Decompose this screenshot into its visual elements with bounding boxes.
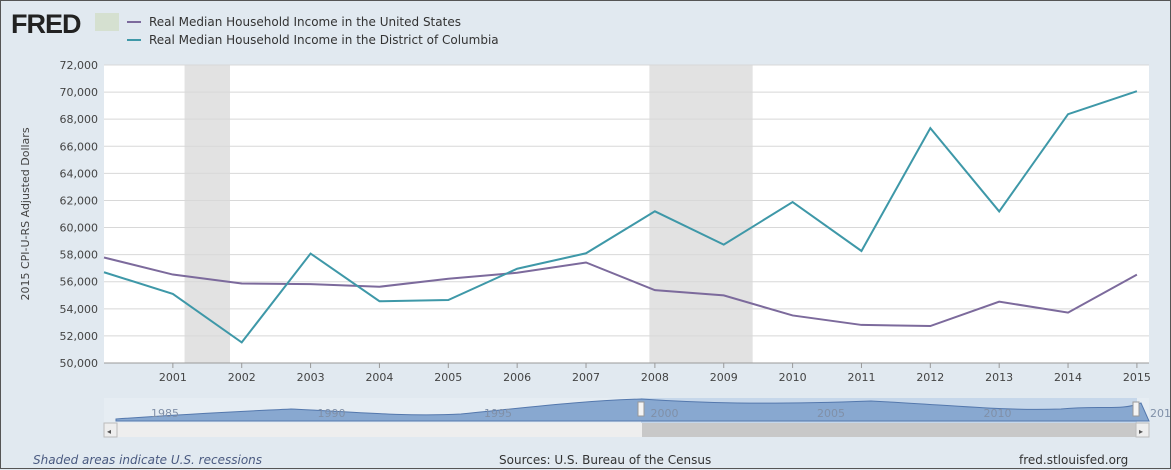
navigator-label: 1990 — [318, 407, 346, 420]
x-tick-label: 2011 — [847, 371, 875, 384]
navigator-label: 1985 — [151, 407, 179, 420]
arrow-right-icon: ▸ — [1139, 427, 1143, 436]
x-tick-label: 2014 — [1054, 371, 1082, 384]
y-tick-label: 60,000 — [60, 222, 99, 235]
x-tick-label: 2008 — [641, 371, 669, 384]
x-tick-label: 2001 — [159, 371, 187, 384]
y-tick-label: 50,000 — [60, 357, 99, 370]
y-tick-label: 72,000 — [60, 59, 99, 72]
x-tick-label: 2004 — [365, 371, 393, 384]
navigator-handle-right[interactable] — [1133, 402, 1139, 416]
y-tick-label: 52,000 — [60, 330, 99, 343]
y-tick-label: 68,000 — [60, 113, 99, 126]
sources: Sources: U.S. Bureau of the Census — [499, 453, 711, 467]
recession-band — [649, 65, 752, 363]
x-tick-label: 2009 — [710, 371, 738, 384]
x-tick-label: 2005 — [434, 371, 462, 384]
y-axis-label: 2015 CPI-U-RS Adjusted Dollars — [19, 127, 32, 300]
navigator-label: 1995 — [484, 407, 512, 420]
y-tick-label: 62,000 — [60, 194, 99, 207]
arrow-left-icon: ◂ — [107, 427, 111, 436]
y-tick-label: 70,000 — [60, 86, 99, 99]
y-tick-label: 64,000 — [60, 167, 99, 180]
x-tick-label: 2007 — [572, 371, 600, 384]
x-tick-label: 2012 — [916, 371, 944, 384]
x-tick-label: 2002 — [228, 371, 256, 384]
navigator-label: 2015 — [1150, 407, 1171, 420]
x-tick-label: 2013 — [985, 371, 1013, 384]
recession-note: Shaded areas indicate U.S. recessions — [33, 453, 262, 467]
y-tick-label: 54,000 — [60, 303, 99, 316]
x-tick-label: 2010 — [779, 371, 807, 384]
scrollbar-thumb[interactable] — [642, 423, 1136, 437]
navigator-label: 2005 — [817, 407, 845, 420]
y-tick-label: 66,000 — [60, 140, 99, 153]
navigator-handle-left[interactable] — [638, 402, 644, 416]
navigator-label: 2000 — [651, 407, 679, 420]
y-tick-label: 58,000 — [60, 249, 99, 262]
site-link[interactable]: fred.stlouisfed.org — [1019, 453, 1128, 467]
x-tick-label: 2015 — [1123, 371, 1151, 384]
y-tick-label: 56,000 — [60, 276, 99, 289]
navigator-label: 2010 — [984, 407, 1012, 420]
x-tick-label: 2003 — [297, 371, 325, 384]
x-tick-label: 2006 — [503, 371, 531, 384]
